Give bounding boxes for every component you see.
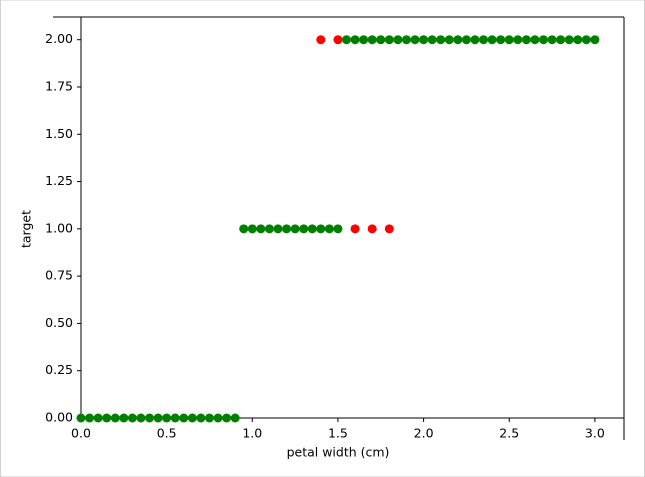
point [393,35,403,45]
y-tick-label: 1.75 [45,78,73,93]
point [222,413,232,423]
point [316,35,326,45]
point [436,35,446,45]
point [350,224,360,234]
x-tick-label: 1.5 [328,426,348,441]
point [521,35,531,45]
point [136,413,146,423]
x-tick-label: 0.5 [157,426,177,441]
point [504,35,514,45]
point [564,35,574,45]
y-tick-label: 0.00 [45,410,73,425]
point [479,35,489,45]
point [384,35,394,45]
point [367,224,377,234]
point [187,413,197,423]
point [419,35,429,45]
point [401,35,411,45]
point [342,35,352,45]
x-tick-label: 3.0 [585,426,605,441]
point [273,224,283,234]
x-tick-label: 1.0 [242,426,262,441]
point [513,35,523,45]
point [324,224,334,234]
x-tick-label: 2.0 [414,426,434,441]
point [264,224,274,234]
point [359,35,369,45]
point [333,224,343,234]
point [496,35,506,45]
point [376,35,386,45]
point [93,413,103,423]
point [461,35,471,45]
y-tick-label: 1.50 [45,126,73,141]
point [307,224,317,234]
point [350,35,360,45]
point [196,413,206,423]
point [230,413,240,423]
point [487,35,497,45]
point [538,35,548,45]
x-tick-label: 0.0 [71,426,91,441]
point [76,413,86,423]
point [290,224,300,234]
point [204,413,214,423]
point [316,224,326,234]
point [153,413,163,423]
point [239,224,249,234]
point [299,224,309,234]
point [453,35,463,45]
point [119,413,129,423]
point [427,35,437,45]
point [410,35,420,45]
y-tick-label: 0.50 [45,315,73,330]
point [384,224,394,234]
point [573,35,583,45]
point [590,35,600,45]
point [213,413,223,423]
point [444,35,454,45]
y-tick-label: 2.00 [45,31,73,46]
y-tick-label: 1.25 [45,173,73,188]
point [102,413,112,423]
point [85,413,95,423]
x-tick-label: 2.5 [499,426,519,441]
x-axis-label: petal width (cm) [287,445,390,460]
point [145,413,155,423]
point [170,413,180,423]
point [162,413,172,423]
y-tick-label: 0.25 [45,362,73,377]
point [256,224,266,234]
point [127,413,137,423]
point [179,413,189,423]
point [110,413,120,423]
point [367,35,377,45]
point [247,224,257,234]
y-tick-label: 0.75 [45,268,73,283]
y-axis-label: target [19,210,34,248]
y-tick-label: 1.00 [45,220,73,235]
point [282,224,292,234]
point [470,35,480,45]
point [556,35,566,45]
point [530,35,540,45]
point [581,35,591,45]
point [333,35,343,45]
point [547,35,557,45]
